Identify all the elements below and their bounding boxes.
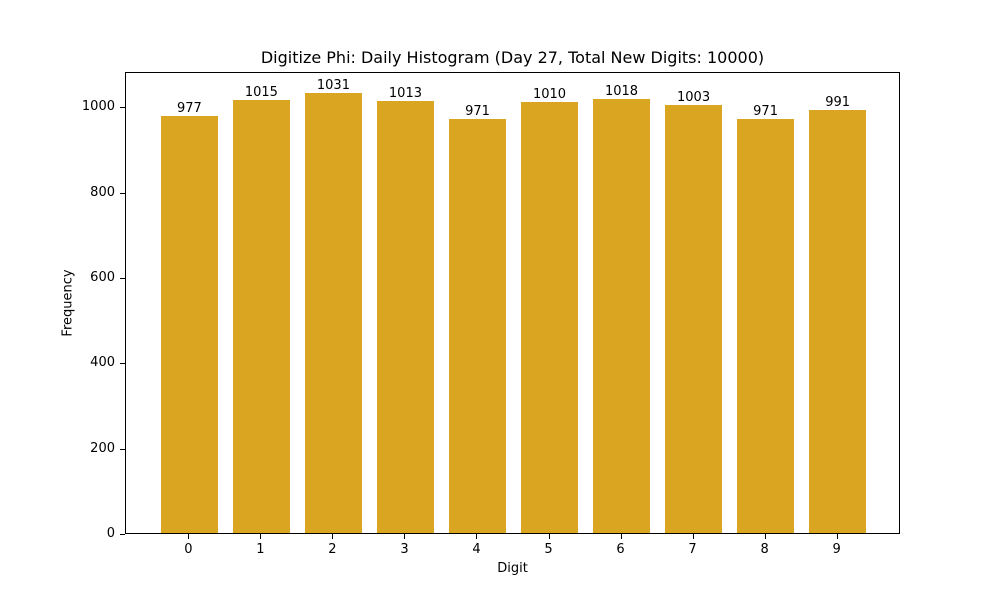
bar-digit-5 bbox=[520, 101, 579, 533]
y-tick-mark bbox=[120, 107, 125, 109]
x-tick-mark bbox=[260, 534, 262, 539]
bar-value-label: 1015 bbox=[244, 84, 278, 100]
x-tick-label: 7 bbox=[688, 542, 697, 557]
y-tick-label: 200 bbox=[90, 440, 115, 456]
x-tick-mark bbox=[548, 534, 550, 539]
x-tick-label: 4 bbox=[472, 542, 481, 557]
bar-digit-0 bbox=[160, 116, 219, 533]
x-tick-mark bbox=[476, 534, 478, 539]
bar-digit-1 bbox=[232, 99, 291, 533]
plot-area: 977 1015 1031 1013 971 1010 1018 1003 971 991 bbox=[125, 72, 900, 534]
bar-digit-4 bbox=[448, 118, 507, 533]
y-axis-label: Frequency bbox=[60, 269, 76, 337]
bar-digit-9 bbox=[808, 110, 867, 533]
bar-digit-3 bbox=[376, 100, 435, 533]
y-tick-label: 800 bbox=[90, 184, 115, 200]
y-tick-label: 600 bbox=[90, 269, 115, 285]
y-tick-mark bbox=[120, 277, 125, 279]
bar-digit-8 bbox=[736, 118, 795, 533]
x-tick-label: 8 bbox=[760, 542, 769, 557]
bar-value-label: 1031 bbox=[316, 77, 350, 93]
bar-digit-2 bbox=[304, 92, 363, 533]
x-tick-label: 1 bbox=[256, 542, 265, 557]
x-axis-label: Digit bbox=[497, 561, 528, 576]
x-tick-mark bbox=[332, 534, 334, 539]
chart-title: Digitize Phi: Daily Histogram (Day 27, T… bbox=[260, 48, 765, 67]
bar-value-label: 1018 bbox=[604, 83, 639, 99]
x-tick-label: 0 bbox=[184, 542, 193, 557]
bar-value-label: 971 bbox=[753, 103, 778, 119]
x-tick-label: 3 bbox=[400, 542, 409, 557]
bar-value-label: 991 bbox=[825, 95, 851, 111]
x-tick-mark bbox=[404, 534, 406, 539]
x-tick-mark bbox=[692, 534, 694, 539]
bar-digit-7 bbox=[664, 104, 723, 533]
x-tick-label: 6 bbox=[616, 542, 625, 557]
x-tick-mark bbox=[620, 534, 622, 539]
x-tick-label: 9 bbox=[832, 542, 841, 557]
bar-value-label: 977 bbox=[176, 101, 202, 117]
y-tick-label: 0 bbox=[106, 526, 115, 541]
bar-digit-6 bbox=[592, 98, 651, 533]
y-tick-mark bbox=[120, 192, 125, 194]
y-tick-label: 1000 bbox=[81, 99, 115, 115]
x-tick-mark bbox=[836, 534, 838, 539]
y-tick-label: 400 bbox=[90, 355, 115, 371]
bar-value-label: 1010 bbox=[532, 86, 567, 102]
x-tick-label: 2 bbox=[328, 542, 337, 557]
bar-value-label: 971 bbox=[465, 103, 490, 119]
y-tick-mark bbox=[120, 448, 125, 450]
x-tick-label: 5 bbox=[544, 542, 553, 557]
bar-value-label: 1003 bbox=[677, 89, 711, 105]
x-tick-mark bbox=[764, 534, 766, 539]
x-tick-mark bbox=[188, 534, 190, 539]
bar-value-label: 1013 bbox=[388, 85, 422, 101]
y-tick-mark bbox=[120, 534, 125, 535]
y-tick-mark bbox=[120, 363, 125, 365]
